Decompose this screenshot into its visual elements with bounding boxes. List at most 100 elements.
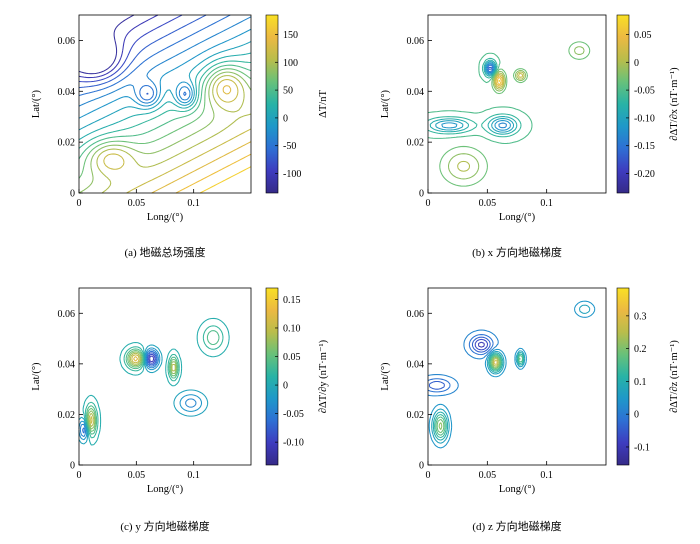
contour-line <box>488 66 493 70</box>
contour-line <box>457 71 525 172</box>
contour-set <box>427 41 591 187</box>
colorbar-tick-label: 50 <box>283 86 293 97</box>
colorbar-label: ΔT/nT <box>318 90 329 118</box>
contour-set <box>78 317 230 446</box>
x-axis-label: Long/(°) <box>147 212 184 223</box>
contour-line <box>495 75 503 87</box>
contour-line <box>87 351 177 430</box>
contour-line <box>147 352 157 366</box>
contour-line <box>148 353 156 364</box>
contour-line <box>88 352 176 428</box>
contour-line <box>79 349 197 438</box>
contour-line <box>427 334 494 393</box>
contour-line <box>428 300 596 449</box>
contour-line <box>438 356 500 431</box>
contour-line <box>78 14 183 83</box>
x-tick-label: 0 <box>77 470 82 481</box>
x-tick-label: 0.1 <box>540 198 553 209</box>
plot-frame <box>427 14 607 194</box>
x-tick-label: 0.05 <box>479 198 497 209</box>
contour-line <box>432 351 525 441</box>
y-tick-label: 0.02 <box>407 410 425 421</box>
contour-line <box>492 358 499 367</box>
colorbar-tick-label: -0.20 <box>634 169 655 180</box>
x-tick-label: 0.05 <box>479 470 497 481</box>
contour-line <box>498 80 501 83</box>
colorbar-tick-label: 0.2 <box>634 344 647 355</box>
contour-line <box>494 72 524 89</box>
x-axis-label: Long/(°) <box>499 484 536 495</box>
y-tick-label: 0 <box>70 461 75 472</box>
x-tick-label: 0.1 <box>540 470 553 481</box>
colorbar-tick-label: 0 <box>634 410 639 421</box>
colorbar-tick-label: 150 <box>283 30 298 41</box>
x-tick-label: 0 <box>426 198 431 209</box>
plot-frame <box>427 287 607 466</box>
y-tick-label: 0.06 <box>407 309 425 320</box>
contour-line <box>78 16 252 107</box>
y-tick-label: 0 <box>419 189 424 200</box>
contour-line <box>82 317 230 446</box>
contour-line <box>439 41 591 187</box>
contour-line <box>78 41 252 131</box>
contour-set <box>427 300 596 449</box>
contour-set <box>78 14 252 194</box>
contour-line <box>78 64 252 160</box>
contour-line <box>435 61 515 133</box>
colorbar-label: ∂ΔT/∂x (nT·m⁻¹) <box>669 67 680 141</box>
contour-line <box>78 14 135 75</box>
y-tick-label: 0 <box>419 461 424 472</box>
colorbar-tick-label: 0.05 <box>283 352 301 363</box>
x-tick-label: 0.05 <box>128 470 146 481</box>
y-tick-label: 0.04 <box>58 359 76 370</box>
contour-line <box>436 355 521 434</box>
contour-line <box>487 64 494 73</box>
panel-4: 0 0.05 0.1 0 0.02 0.04 0.06 Long/(°) Lat/(°) 0.3 0… <box>380 287 680 533</box>
contour-line <box>133 356 139 362</box>
contour-line <box>441 62 511 131</box>
contour-line <box>428 336 491 390</box>
colorbar-tick-label: -50 <box>283 141 296 152</box>
contour-line <box>448 46 585 180</box>
colorbar-tick-label: -0.1 <box>634 442 650 453</box>
panel-caption: (b) x 方向地磁梯度 <box>472 245 562 259</box>
colorbar-tick-label: 0 <box>634 58 639 69</box>
colorbar-tick-label: 0.3 <box>634 311 647 322</box>
x-axis-label: Long/(°) <box>499 212 536 223</box>
contour-line <box>78 28 252 119</box>
contour-line <box>477 341 485 348</box>
contour-line <box>86 349 178 433</box>
contour-line <box>82 350 158 434</box>
y-axis-label: Lat/(°) <box>31 362 42 391</box>
colorbar-tick-label: -0.10 <box>634 113 655 124</box>
contour-line <box>431 304 591 444</box>
colorbar-label: ∂ΔT/∂y (nT·m⁻¹) <box>318 339 329 413</box>
contour-line <box>90 354 140 424</box>
contour-line <box>84 325 224 439</box>
x-tick-label: 0.05 <box>128 198 146 209</box>
colorbar-tick-label: 0 <box>283 381 288 392</box>
contour-line <box>496 76 502 85</box>
contour-line <box>78 14 159 79</box>
colorbar-tick-label: -100 <box>283 169 301 180</box>
colorbar-tick-label: -0.05 <box>634 86 655 97</box>
contour-line <box>486 63 508 129</box>
contour-line <box>78 60 252 149</box>
colorbar <box>616 287 630 466</box>
y-tick-label: 0.06 <box>58 309 76 320</box>
plot-frame <box>78 287 252 466</box>
contour-line <box>427 57 522 138</box>
colorbar-tick-label: 0.05 <box>634 30 652 41</box>
panel-caption: (a) 地磁总场强度 <box>125 245 206 259</box>
contour-line <box>429 59 518 135</box>
panel-1: 0 0.05 0.1 0 0.02 0.04 0.06 Long/(°) Lat/(°) 150 1… <box>31 14 329 259</box>
contour-line <box>493 359 498 365</box>
y-axis-label: Lat/(°) <box>380 362 391 391</box>
y-axis-label: Lat/(°) <box>31 89 42 118</box>
colorbar-tick-label: -0.10 <box>283 438 304 449</box>
colorbar-tick-label: 0 <box>283 113 288 124</box>
colorbar-tick-label: -0.15 <box>634 141 655 152</box>
x-axis-label: Long/(°) <box>147 484 184 495</box>
contour-line <box>199 166 252 194</box>
y-tick-label: 0.06 <box>407 36 425 47</box>
